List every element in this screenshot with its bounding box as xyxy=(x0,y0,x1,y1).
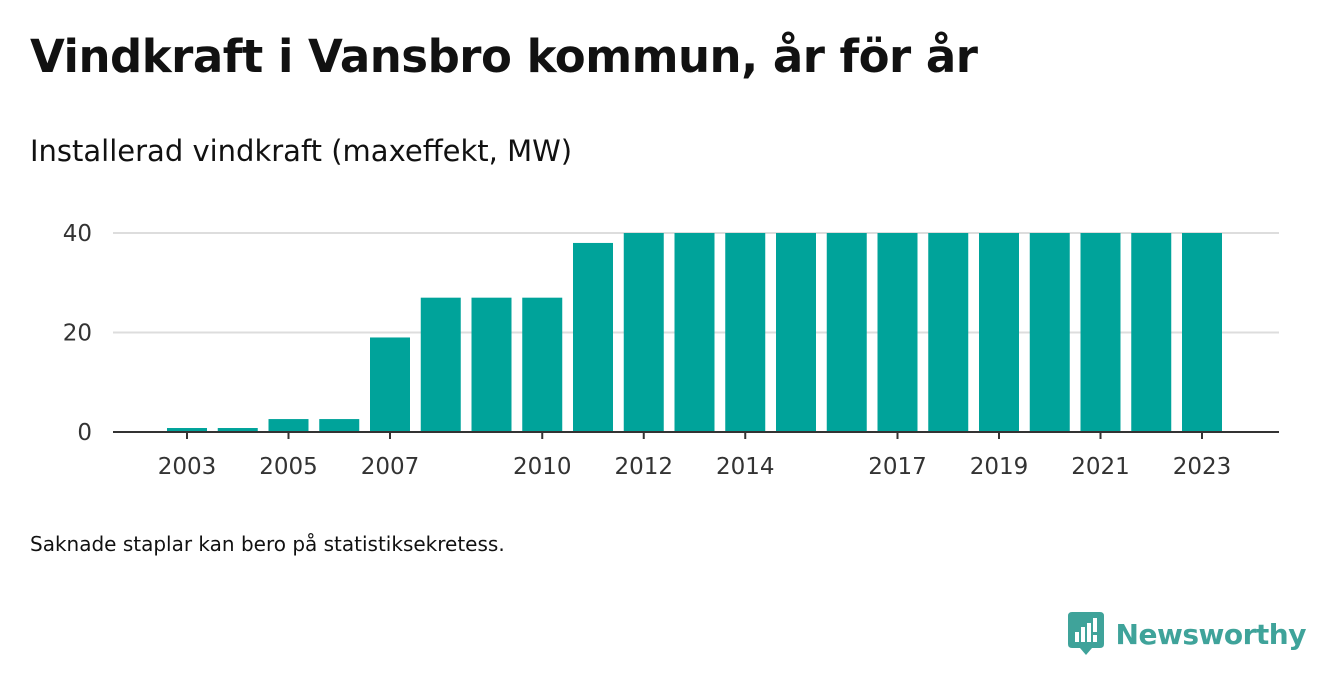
brand-name: Newsworthy xyxy=(1115,617,1307,651)
bar-2013 xyxy=(674,233,715,432)
y-tick-label: 40 xyxy=(63,221,92,247)
x-tick-label: 2005 xyxy=(259,454,318,480)
x-tick-label: 2007 xyxy=(361,454,420,480)
bar-2007 xyxy=(370,337,410,432)
bars xyxy=(167,233,1222,432)
x-tick-label: 2014 xyxy=(716,454,775,480)
bar-2011 xyxy=(573,242,613,432)
bar-2008 xyxy=(420,297,461,432)
bar-2016 xyxy=(826,233,867,432)
x-tick-label: 2017 xyxy=(868,454,927,480)
bar-2014 xyxy=(725,233,766,432)
x-tick-label: 2023 xyxy=(1173,454,1232,480)
bar-2009 xyxy=(471,297,512,432)
bar-2022 xyxy=(1131,233,1172,432)
bar-2020 xyxy=(1029,233,1070,432)
chart-title: Vindkraft i Vansbro kommun, år för år xyxy=(30,30,978,83)
bar-2006 xyxy=(319,419,360,432)
x-tick-label: 2021 xyxy=(1071,454,1130,480)
y-tick-label: 20 xyxy=(63,321,92,347)
bar-2004 xyxy=(217,428,258,432)
x-tick-label: 2019 xyxy=(970,454,1029,480)
bar-2021 xyxy=(1080,233,1121,432)
bar-2019 xyxy=(979,233,1019,432)
bar-2003 xyxy=(167,428,207,432)
footnote: Saknade staplar kan bero på statistiksek… xyxy=(30,532,505,556)
bar-2015 xyxy=(776,233,816,432)
bar-2010 xyxy=(522,297,563,432)
bar-chart: 0 20 40 2003 2005 2007 2010 2012 2014 2017 2019 202… xyxy=(63,221,1279,480)
x-tick-label: 2010 xyxy=(513,454,572,480)
y-tick-label: 0 xyxy=(77,420,92,446)
newsworthy-logo-icon xyxy=(1067,612,1104,655)
bar-2005 xyxy=(268,419,309,432)
x-tick-label: 2012 xyxy=(614,454,673,480)
x-tick-label: 2003 xyxy=(158,454,217,480)
chart-subtitle: Installerad vindkraft (maxeffekt, MW) xyxy=(30,134,573,168)
axes: 0 20 40 2003 2005 2007 2010 2012 2014 2017 2019 202… xyxy=(63,221,1279,480)
newsworthy-brand[interactable]: Newsworthy xyxy=(1067,612,1307,656)
bar-2018 xyxy=(928,233,969,432)
bar-2017 xyxy=(877,233,918,432)
bar-2023 xyxy=(1182,233,1222,432)
bar-2012 xyxy=(623,233,664,432)
